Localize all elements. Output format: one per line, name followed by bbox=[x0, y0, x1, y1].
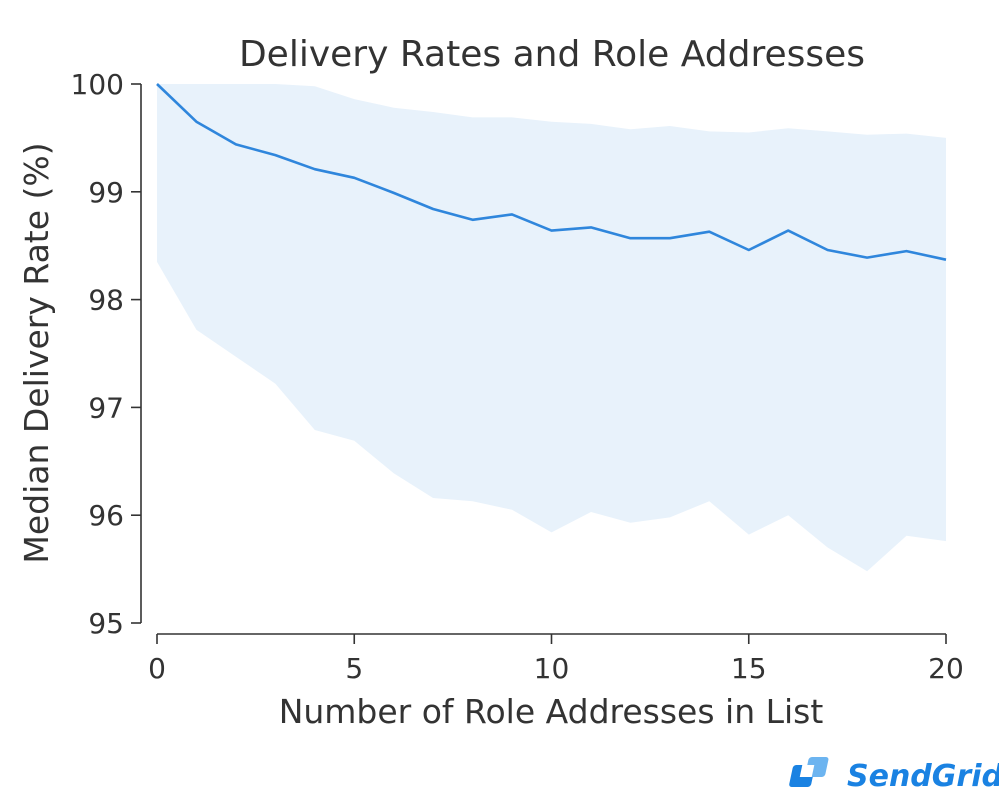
sendgrid-logo-text: SendGrid bbox=[847, 759, 999, 794]
x-tick-label: 0 bbox=[148, 652, 166, 685]
sendgrid-logo-icon bbox=[789, 757, 829, 787]
y-tick-label: 97 bbox=[88, 391, 124, 424]
sendgrid-logo: SendGrid bbox=[789, 757, 999, 794]
y-tick-label: 95 bbox=[88, 607, 124, 640]
chart-title: Delivery Rates and Role Addresses bbox=[239, 34, 865, 75]
y-axis-label: Median Delivery Rate (%) bbox=[17, 142, 56, 563]
y-axis-ticks: 95 96 97 98 99 100 bbox=[71, 68, 141, 640]
y-tick-label: 96 bbox=[88, 499, 124, 532]
y-tick-label: 99 bbox=[88, 176, 124, 209]
median-delivery-line bbox=[156, 83, 947, 261]
x-tick-label: 15 bbox=[731, 652, 767, 685]
x-tick-label: 10 bbox=[534, 652, 570, 685]
x-tick-label: 20 bbox=[928, 652, 964, 685]
x-axis-ticks: 0 5 10 15 20 bbox=[148, 634, 964, 685]
y-tick-label: 100 bbox=[71, 68, 124, 101]
x-axis-label: Number of Role Addresses in List bbox=[279, 692, 824, 731]
confidence-band bbox=[157, 84, 946, 572]
plot-area bbox=[156, 83, 947, 572]
x-tick-label: 5 bbox=[345, 652, 363, 685]
y-tick-label: 98 bbox=[88, 284, 124, 317]
